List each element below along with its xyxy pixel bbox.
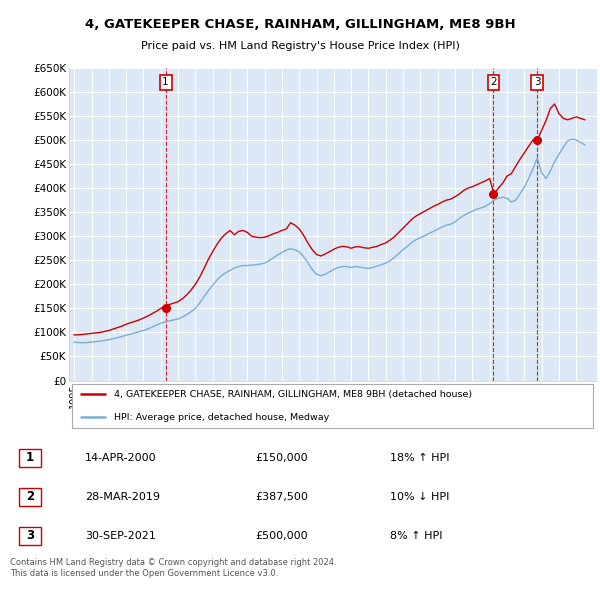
Text: 2: 2 — [490, 77, 497, 87]
Text: 2: 2 — [26, 490, 34, 503]
Text: 28-MAR-2019: 28-MAR-2019 — [85, 491, 160, 502]
FancyBboxPatch shape — [71, 384, 593, 428]
Text: HPI: Average price, detached house, Medway: HPI: Average price, detached house, Medw… — [114, 412, 329, 422]
Text: 8% ↑ HPI: 8% ↑ HPI — [390, 531, 443, 541]
Text: £500,000: £500,000 — [255, 531, 308, 541]
FancyBboxPatch shape — [19, 527, 41, 545]
Text: 10% ↓ HPI: 10% ↓ HPI — [390, 491, 449, 502]
Text: 4, GATEKEEPER CHASE, RAINHAM, GILLINGHAM, ME8 9BH: 4, GATEKEEPER CHASE, RAINHAM, GILLINGHAM… — [85, 18, 515, 31]
Text: 30-SEP-2021: 30-SEP-2021 — [85, 531, 156, 541]
Text: £387,500: £387,500 — [255, 491, 308, 502]
Text: 1: 1 — [162, 77, 169, 87]
Text: Price paid vs. HM Land Registry's House Price Index (HPI): Price paid vs. HM Land Registry's House … — [140, 41, 460, 51]
Text: 1: 1 — [26, 451, 34, 464]
Text: 3: 3 — [26, 529, 34, 542]
Text: Contains HM Land Registry data © Crown copyright and database right 2024.
This d: Contains HM Land Registry data © Crown c… — [10, 558, 337, 578]
Text: 4, GATEKEEPER CHASE, RAINHAM, GILLINGHAM, ME8 9BH (detached house): 4, GATEKEEPER CHASE, RAINHAM, GILLINGHAM… — [114, 389, 472, 399]
Text: 3: 3 — [534, 77, 541, 87]
Text: £150,000: £150,000 — [255, 453, 308, 463]
Text: 18% ↑ HPI: 18% ↑ HPI — [390, 453, 449, 463]
FancyBboxPatch shape — [19, 488, 41, 506]
Text: 14-APR-2000: 14-APR-2000 — [85, 453, 157, 463]
FancyBboxPatch shape — [19, 448, 41, 467]
